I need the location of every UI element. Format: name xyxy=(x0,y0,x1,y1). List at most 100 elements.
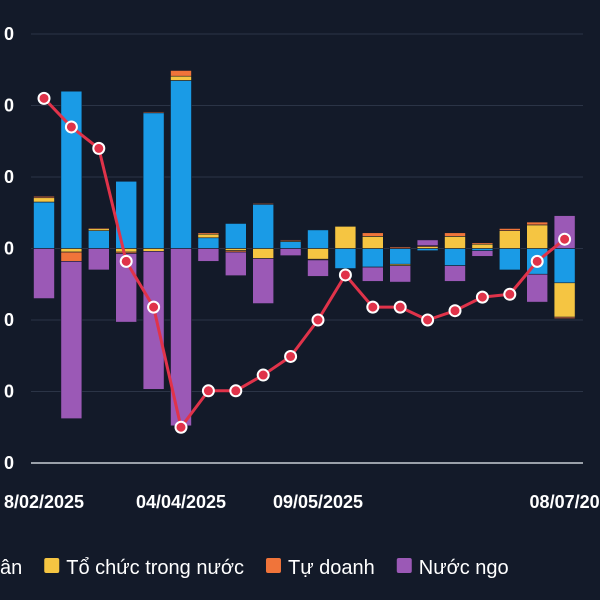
bar-segment xyxy=(334,248,357,269)
bar-segment xyxy=(389,248,412,265)
line-point xyxy=(284,349,298,363)
line-point xyxy=(421,313,435,327)
legend-label: Tự doanh xyxy=(288,557,375,579)
x-tick-label: 04/04/2025 xyxy=(136,492,226,512)
bar-segment xyxy=(170,80,192,249)
bar-segment xyxy=(88,230,110,249)
bar-segment xyxy=(197,232,220,235)
bar-segment xyxy=(252,203,274,249)
line-point xyxy=(448,304,462,318)
legend-swatch xyxy=(44,558,60,573)
bar-segment xyxy=(170,75,192,81)
bar-segment xyxy=(142,251,165,390)
bar-segment xyxy=(498,230,521,249)
x-tick-label: 8/02/2025 xyxy=(4,492,84,512)
bar-segment xyxy=(444,232,466,237)
line-point xyxy=(558,232,572,246)
bar-segment xyxy=(526,224,549,249)
bar-segment xyxy=(361,266,384,282)
legend-swatch xyxy=(265,558,281,573)
bar-segment xyxy=(553,282,576,318)
bars xyxy=(33,70,576,427)
line-point xyxy=(393,300,407,314)
bar-segment xyxy=(60,261,83,419)
bar-segment xyxy=(498,228,521,231)
bar-segment xyxy=(498,248,521,271)
bar-segment xyxy=(279,241,302,249)
bar-segment xyxy=(471,242,494,245)
bar-segment xyxy=(444,248,466,266)
bar-segment xyxy=(142,112,165,249)
line-point xyxy=(201,384,215,398)
x-tick-label: 09/05/2025 xyxy=(273,492,363,512)
bar-segment xyxy=(88,248,110,271)
line-point xyxy=(147,300,161,314)
line-point xyxy=(366,300,380,314)
line-point xyxy=(119,254,133,268)
line-point xyxy=(174,420,188,434)
bar-segment xyxy=(225,248,247,251)
bar-segment xyxy=(225,223,247,249)
bar-segment xyxy=(88,227,110,230)
bar-segment xyxy=(416,239,439,246)
bar-segment xyxy=(361,248,384,268)
bar-segment xyxy=(60,251,83,262)
bar-segment xyxy=(526,273,549,303)
legend: ân Tổ chức trong nước Tự doanh Nước ngo xyxy=(0,557,509,579)
y-tick-label: 0 xyxy=(4,239,14,259)
bar-segment xyxy=(444,265,466,282)
bar-segment xyxy=(115,180,137,249)
bar-segment xyxy=(361,232,384,237)
bar-segment xyxy=(416,248,439,251)
bar-segment xyxy=(252,258,274,304)
line-point xyxy=(503,287,517,301)
bar-segment xyxy=(252,203,274,205)
bar-segment xyxy=(471,243,494,249)
y-tick-label: 0 xyxy=(4,167,14,187)
bar-segment xyxy=(33,197,55,203)
net-line xyxy=(37,91,572,434)
bar-segment xyxy=(279,248,302,256)
bar-segment xyxy=(307,248,329,260)
bar-segment xyxy=(553,248,576,284)
bar-segment xyxy=(197,233,220,239)
legend-label: Nước ngo xyxy=(419,557,509,579)
bar-segment xyxy=(279,239,302,242)
bar-segment xyxy=(225,251,247,276)
bar-segment xyxy=(197,237,220,249)
bar-segment xyxy=(307,259,329,277)
line-point xyxy=(229,384,243,398)
legend-label: Tổ chức trong nước xyxy=(66,557,244,579)
line-point xyxy=(37,91,51,105)
bar-segment xyxy=(170,70,192,77)
legend-label: ân xyxy=(0,557,22,579)
y-tick-label: 0 xyxy=(4,382,14,402)
bar-segment xyxy=(252,248,274,259)
y-tick-label: 0 xyxy=(4,96,14,116)
bar-segment xyxy=(389,265,412,283)
bar-segment xyxy=(361,236,384,249)
bar-segment xyxy=(115,248,137,253)
bar-segment xyxy=(33,196,55,199)
y-tick-label: 0 xyxy=(4,453,14,473)
line-point xyxy=(64,120,78,134)
line-point xyxy=(530,254,544,268)
y-tick-label: 0 xyxy=(4,24,14,44)
axes: 0 0 0 0 0 0 0 8/02/2025 04/04/2025 09/05/2025 08/0… xyxy=(4,24,600,512)
line-point xyxy=(338,268,352,282)
bar-segment xyxy=(526,221,549,226)
bar-segment xyxy=(444,236,466,249)
bar-segment xyxy=(60,248,83,253)
bar-segment xyxy=(334,226,357,249)
x-tick-label: 08/07/20 xyxy=(530,492,600,512)
line-point xyxy=(92,141,106,155)
bar-segment xyxy=(142,111,165,114)
y-tick-label: 0 xyxy=(4,310,14,330)
bar-segment xyxy=(60,90,83,249)
bar-segment xyxy=(142,248,165,252)
bar-segment xyxy=(307,229,329,249)
bar-segment xyxy=(33,248,55,299)
bar-segment xyxy=(33,201,55,249)
